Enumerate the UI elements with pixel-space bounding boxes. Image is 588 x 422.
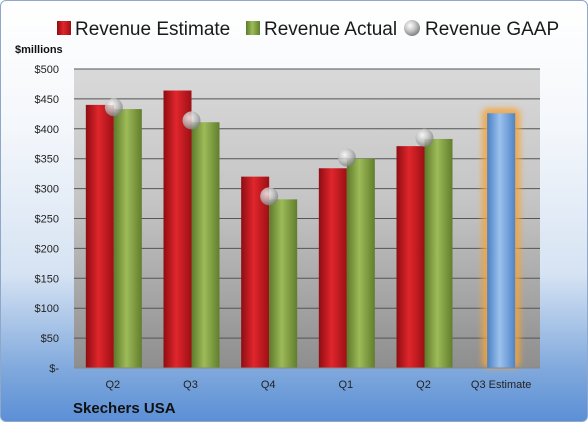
y-tick-label: $250 (35, 214, 59, 226)
bar-revenue-estimate (241, 176, 270, 368)
x-tick-label: Q2 (105, 379, 120, 391)
bar-q3-estimate (487, 113, 516, 368)
bar-revenue-actual (346, 158, 375, 368)
y-tick-label: $50 (41, 333, 59, 345)
legend-label-gaap: Revenue GAAP (425, 19, 559, 40)
marker-revenue-gaap (182, 111, 201, 130)
marker-revenue-gaap (415, 128, 434, 147)
marker-revenue-gaap (260, 187, 279, 206)
bar-revenue-actual (269, 199, 298, 368)
legend-label-actual: Revenue Actual (264, 19, 397, 40)
bar-revenue-estimate (85, 104, 114, 368)
x-tick-label: Q3 (183, 379, 198, 391)
x-tick-label: Q2 (416, 379, 431, 391)
legend: Revenue Estimate Revenue Actual Revenue … (57, 19, 559, 40)
legend-swatch-actual (246, 21, 260, 35)
y-tick-label: $150 (35, 273, 59, 285)
y-tick-label: $100 (35, 303, 59, 315)
x-axis-ticks: Q2 Q3 Q4 Q1 Q2 Q3 Estimate (105, 379, 531, 391)
gridlines (74, 68, 540, 339)
y-tick-label: $300 (35, 184, 59, 196)
company-name: Skechers USA (73, 400, 176, 417)
x-tick-label: Q4 (261, 379, 276, 391)
legend-swatch-estimate (57, 21, 71, 35)
bar-revenue-estimate (396, 146, 425, 368)
y-tick-label: $- (49, 363, 59, 375)
marker-revenue-gaap (337, 148, 356, 167)
bars (85, 90, 521, 368)
y-tick-label: $200 (35, 243, 59, 255)
bar-revenue-actual (113, 109, 142, 368)
y-tick-label: $450 (35, 94, 59, 106)
y-tick-label: $500 (35, 64, 59, 76)
gaap-markers (104, 98, 434, 206)
x-tick-label: Q1 (338, 379, 353, 391)
bar-revenue-actual (424, 138, 453, 368)
legend-swatch-gaap (404, 20, 420, 36)
x-tick-label: Q3 Estimate (471, 379, 532, 391)
bar-revenue-actual (191, 122, 220, 368)
bar-revenue-estimate (318, 168, 347, 368)
y-axis-unit-label: $millions (15, 44, 63, 56)
legend-label-estimate: Revenue Estimate (75, 19, 230, 40)
marker-revenue-gaap (104, 98, 123, 117)
y-tick-label: $350 (35, 154, 59, 166)
bar-revenue-estimate (163, 90, 192, 368)
y-axis-ticks: $- $50 $100 $150 $200 $250 $300 $350 $400 $450 $50… (35, 64, 60, 375)
y-tick-label: $400 (35, 124, 59, 136)
